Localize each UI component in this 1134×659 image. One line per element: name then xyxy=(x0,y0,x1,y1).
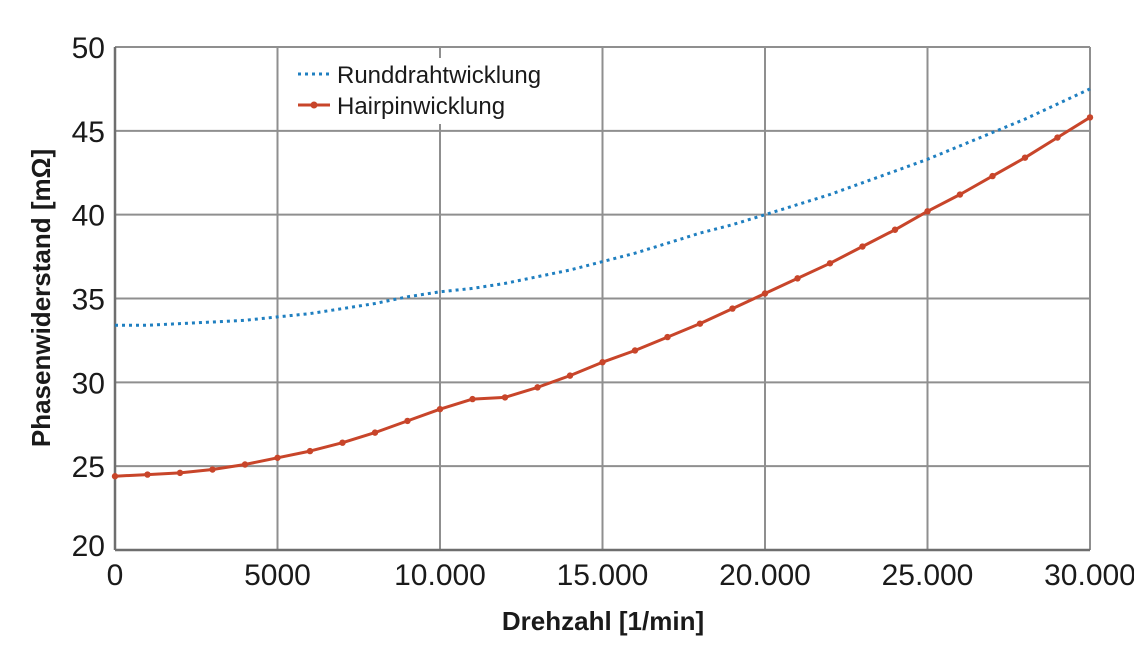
data-point-hairpin xyxy=(111,473,119,480)
data-point-hairpin xyxy=(794,275,801,282)
y-axis-title: Phasenwiderstand [mΩ] xyxy=(26,149,56,447)
data-point-hairpin xyxy=(599,359,606,366)
x-tick-label: 0 xyxy=(107,559,124,592)
data-point-hairpin xyxy=(176,469,184,477)
data-point-hairpin xyxy=(761,290,769,297)
y-tick-label: 35 xyxy=(72,284,105,317)
legend-background xyxy=(288,58,566,124)
data-point-hairpin xyxy=(144,471,151,478)
data-point-hairpin xyxy=(859,243,866,250)
series-layer xyxy=(111,87,1094,480)
legend-label-hairpin: Hairpinwicklung xyxy=(337,93,505,120)
x-tick-label: 25.000 xyxy=(882,559,974,592)
data-point-hairpin xyxy=(1054,134,1061,141)
data-point-hairpin xyxy=(306,447,314,455)
legend: Runddrahtwicklung Hairpinwicklung xyxy=(288,58,566,124)
y-tick-label: 25 xyxy=(72,451,105,484)
data-point-hairpin xyxy=(469,395,476,403)
legend-label-runddraht: Runddrahtwicklung xyxy=(337,62,541,89)
data-point-hairpin xyxy=(534,384,541,391)
y-tick-label: 20 xyxy=(72,530,105,563)
data-point-hairpin xyxy=(436,405,444,413)
data-point-hairpin xyxy=(371,429,379,436)
data-point-hairpin xyxy=(209,466,216,473)
y-tick-label: 50 xyxy=(72,32,105,65)
x-tick-label: 15.000 xyxy=(557,559,649,592)
data-point-hairpin xyxy=(1021,154,1029,161)
data-point-hairpin xyxy=(956,191,964,198)
data-point-hairpin xyxy=(339,439,346,446)
data-point-hairpin xyxy=(826,260,834,267)
data-point-hairpin xyxy=(241,461,249,468)
data-point-hairpin xyxy=(631,347,639,354)
data-point-hairpin xyxy=(1086,114,1094,121)
legend-marker-hairpin xyxy=(310,101,318,109)
data-point-hairpin xyxy=(664,333,671,341)
series-line-runddraht xyxy=(115,87,1091,327)
data-point-hairpin xyxy=(989,172,996,180)
x-axis-title: Drehzahl [1/min] xyxy=(502,606,704,636)
x-tick-label: 10.000 xyxy=(394,559,486,592)
data-point-hairpin xyxy=(891,226,899,233)
x-tick-label: 5000 xyxy=(244,559,311,592)
data-point-hairpin xyxy=(274,454,281,461)
data-point-hairpin xyxy=(924,208,931,215)
data-point-hairpin xyxy=(729,305,736,312)
axes xyxy=(113,47,1090,552)
y-tick-label: 30 xyxy=(72,367,105,400)
y-tick-label: 45 xyxy=(72,116,105,149)
data-point-hairpin xyxy=(501,394,509,401)
y-tick-label: 40 xyxy=(72,200,105,233)
data-point-hairpin xyxy=(404,417,411,425)
data-point-hairpin xyxy=(566,372,574,379)
data-point-hairpin xyxy=(696,320,704,327)
x-tick-label: 30.000 xyxy=(1044,559,1134,592)
x-tick-label: 20.000 xyxy=(719,559,811,592)
tick-labels: 0 5000 10.000 15.000 20.000 25.000 30.000 20 25 3… xyxy=(72,32,1134,592)
